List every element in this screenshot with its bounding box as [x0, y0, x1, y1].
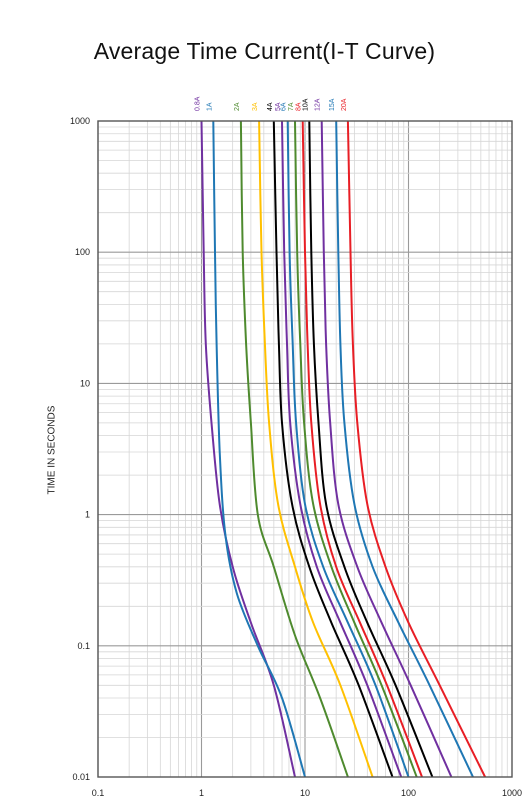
series-label-3A: 3A	[252, 102, 259, 111]
y-tick-label: 1000	[70, 116, 90, 126]
series-line-10A	[308, 120, 434, 778]
series-label-1A: 1A	[206, 102, 213, 111]
curve-layer	[200, 120, 486, 778]
series-label-0.8A: 0.8A	[195, 96, 202, 111]
series-line-7A	[294, 120, 418, 778]
series-label-4A: 4A	[267, 102, 274, 111]
x-tick-label: 1	[199, 788, 204, 798]
series-label-7A: 7A	[288, 102, 295, 111]
series-label-15A: 15A	[329, 98, 336, 111]
series-label-10A: 10A	[302, 98, 309, 111]
series-label-12A: 12A	[315, 98, 322, 111]
y-tick-label: 0.01	[72, 772, 90, 782]
series-line-15A	[335, 120, 474, 778]
x-tick-label: 100	[401, 788, 416, 798]
x-tick-label: 10	[300, 788, 310, 798]
series-line-12A	[320, 120, 453, 778]
series-label-6A: 6A	[281, 102, 288, 111]
series-line-8A	[301, 120, 423, 778]
series-label-8A: 8A	[296, 102, 303, 111]
series-label-20A: 20A	[341, 98, 348, 111]
y-tick-label: 100	[75, 247, 90, 257]
series-line-3A	[258, 120, 374, 778]
y-tick-label: 1	[85, 510, 90, 520]
series-line-6A	[286, 120, 410, 778]
series-line-1A	[212, 120, 306, 778]
series-label-5A: 5A	[275, 102, 282, 111]
y-tick-label: 0.1	[77, 641, 90, 651]
chart-title: Average Time Current(I-T Curve)	[93, 38, 436, 64]
series-line-20A	[346, 120, 486, 778]
x-tick-label: 1000	[502, 788, 522, 798]
series-line-2A	[239, 120, 349, 778]
series-line-5A	[281, 120, 403, 778]
x-tick-label: 0.1	[92, 788, 105, 798]
plot-frame	[97, 120, 513, 778]
y-tick-label: 10	[80, 378, 90, 388]
series-line-4A	[272, 120, 394, 778]
series-label-2A: 2A	[234, 102, 241, 111]
